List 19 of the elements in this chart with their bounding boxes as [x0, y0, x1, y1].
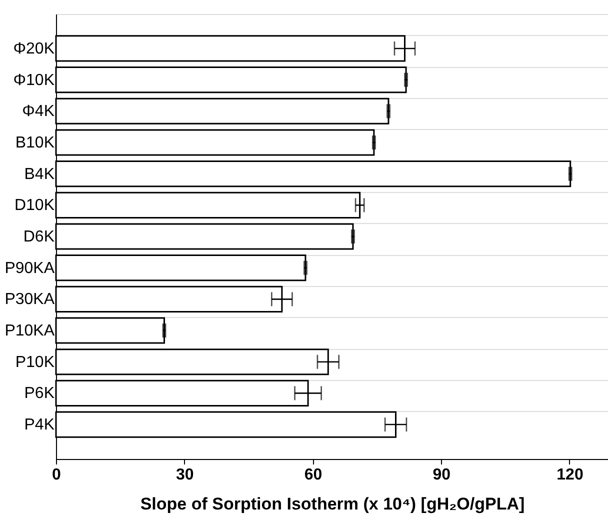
- y-tick-label: P90KA: [4, 260, 55, 277]
- y-tick-label: P6K: [24, 385, 55, 402]
- x-tick-label: 0: [52, 466, 62, 484]
- y-tick-label: B4K: [24, 166, 55, 183]
- y-tick-label: D6K: [23, 228, 55, 246]
- y-tick-label: P10K: [15, 354, 55, 371]
- y-tick-label: P10KA: [4, 322, 55, 340]
- y-tick-label: Φ4K: [22, 103, 55, 120]
- y-tick-label: P4K: [24, 416, 55, 434]
- y-tick-label: Φ20K: [13, 40, 55, 58]
- y-tick-label: B10K: [15, 134, 55, 152]
- x-axis-title: Slope of Sorption Isotherm (x 10⁴) [gH₂O/gPLA]: [140, 494, 525, 514]
- x-tick-label: 90: [432, 466, 451, 484]
- y-tick-label: Φ10K: [13, 72, 55, 89]
- y-tick-label: P30KA: [4, 291, 55, 308]
- x-tick-label: 120: [556, 466, 584, 484]
- x-tick-label: 30: [176, 466, 194, 484]
- x-tick-label: 60: [304, 466, 322, 484]
- y-tick-label: D10K: [14, 197, 55, 214]
